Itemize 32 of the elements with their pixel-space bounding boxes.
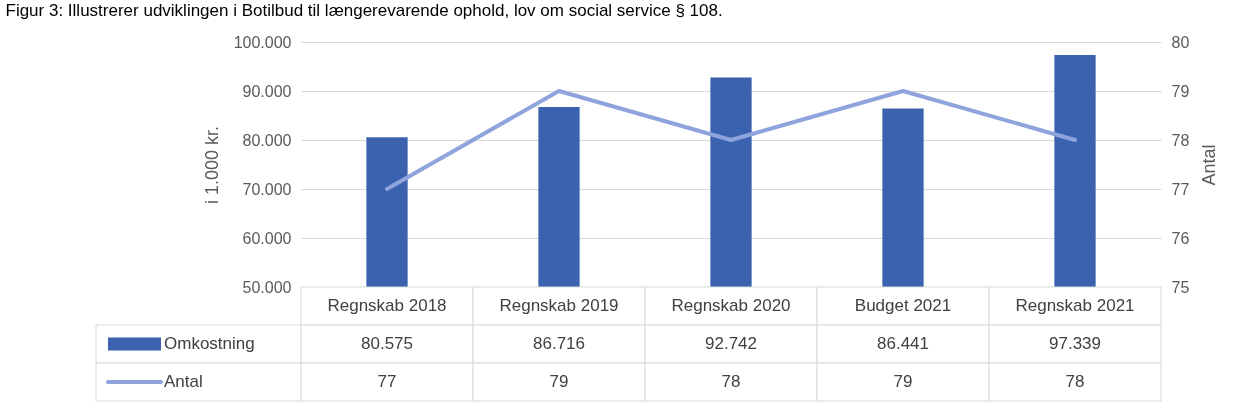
y-tick-label: 80.000 (242, 131, 292, 149)
data-label: 78 (721, 372, 741, 391)
y2-axis-title: Antal (1199, 144, 1220, 186)
y2-tick-label: 76 (1171, 229, 1190, 247)
x-tick-label: Regnskab 2020 (671, 296, 791, 315)
y2-tick-label: 80 (1171, 33, 1190, 51)
x-tick-label: Budget 2021 (854, 296, 952, 315)
data-label: 78 (1065, 372, 1085, 391)
x-tick-label: Regnskab 2018 (327, 296, 447, 315)
chart-title: Figur 3: Illustrerer udviklingen i Botilbud til længerevarende ophold, lov om social service § 108. (5, 1, 723, 20)
data-label: 86.716 (533, 334, 585, 353)
legend-label: Antal (164, 372, 203, 391)
data-label: 77 (377, 372, 397, 391)
y2-tick-label: 79 (1171, 82, 1190, 100)
x-tick-label: Regnskab 2019 (499, 296, 619, 315)
y2-tick-label: 77 (1171, 180, 1190, 198)
y2-tick-label: 78 (1171, 131, 1190, 149)
y-tick-label: 70.000 (242, 180, 292, 198)
data-label: 86.441 (877, 334, 929, 353)
data-label: 79 (549, 372, 569, 391)
y-tick-label: 100.000 (233, 33, 292, 51)
y2-tick-label: 75 (1171, 278, 1190, 296)
y-axis-title: i 1.000 kr. (201, 125, 222, 205)
data-label: 92.742 (705, 334, 757, 353)
data-label: 79 (893, 372, 913, 391)
y-tick-label: 60.000 (242, 229, 292, 247)
data-label: 97.339 (1049, 334, 1101, 353)
y-tick-label: 50.000 (242, 278, 292, 296)
data-label: 80.575 (361, 334, 413, 353)
legend-label: Omkostning (164, 334, 255, 353)
y-tick-label: 90.000 (242, 82, 292, 100)
x-tick-label: Regnskab 2021 (1015, 296, 1135, 315)
